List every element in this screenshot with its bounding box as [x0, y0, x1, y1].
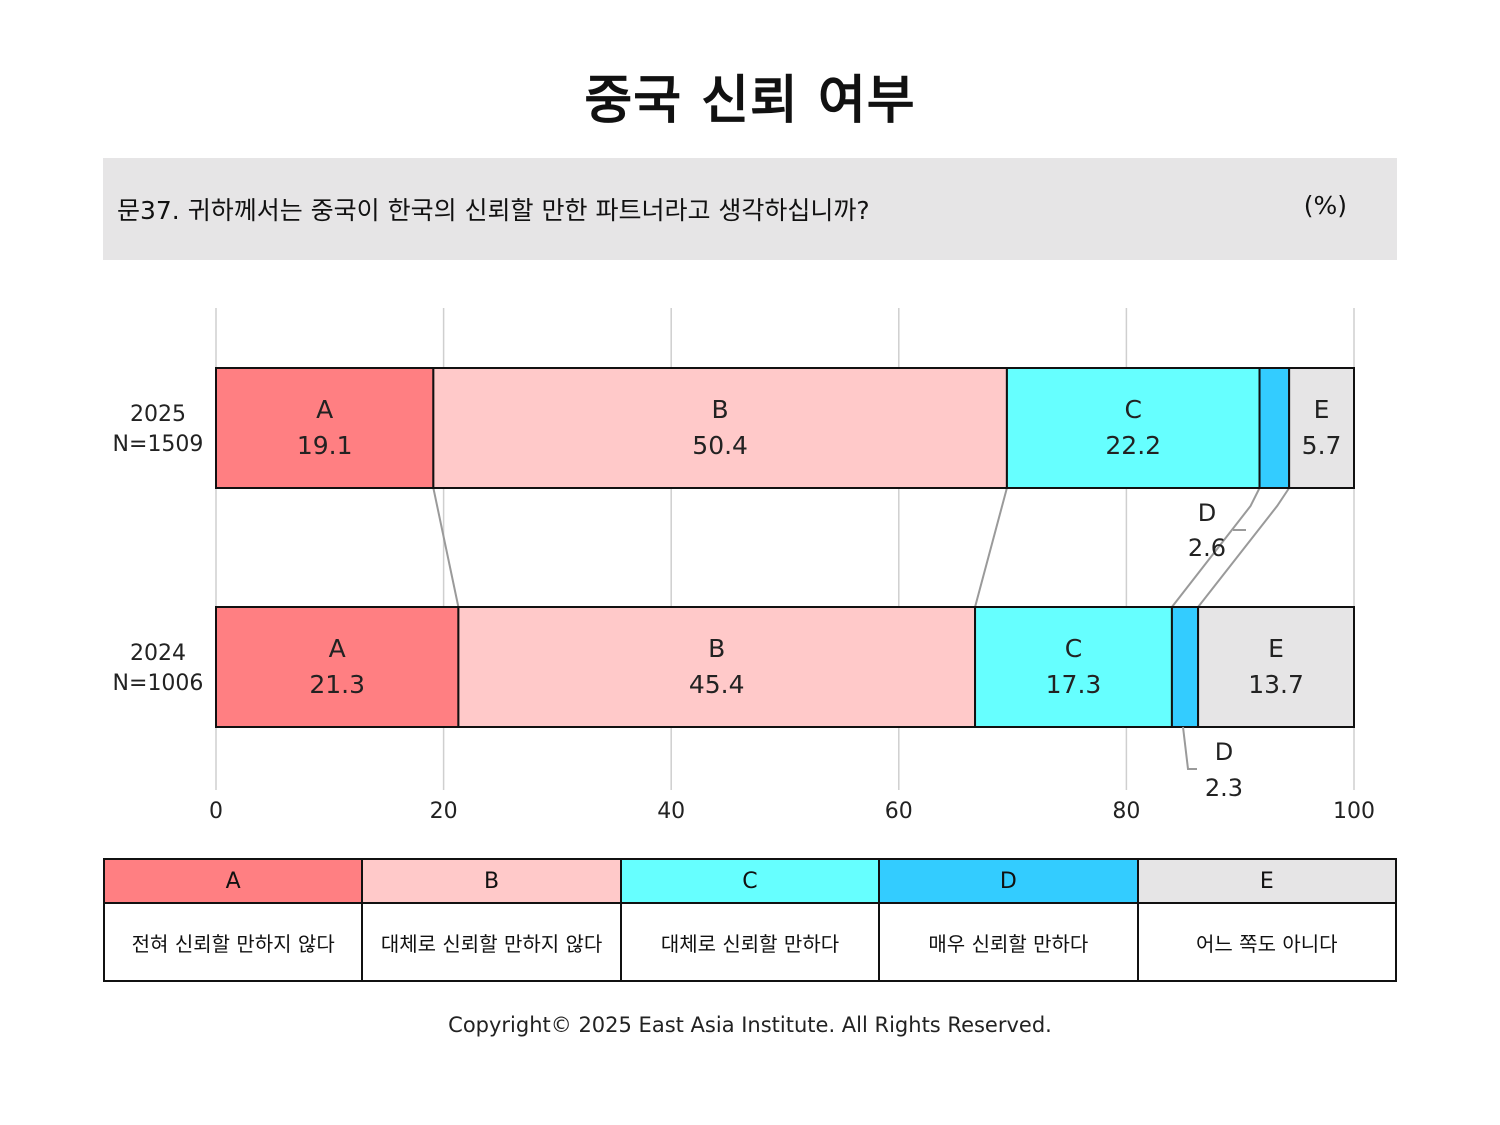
segment-letter: C: [1065, 634, 1082, 663]
legend-label-d: 매우 신뢰할 만하다: [878, 902, 1139, 982]
segment-letter: E: [1314, 395, 1330, 424]
connector-line: [1197, 487, 1290, 608]
callout-value: 2.3: [1205, 774, 1243, 802]
segment-value: 5.7: [1302, 431, 1342, 460]
bar-segment-c: [1005, 367, 1261, 489]
bar-segment-a: [215, 367, 435, 489]
connector-line: [432, 487, 460, 608]
callout-letter: D: [1215, 738, 1233, 766]
legend-label-a: 전혀 신뢰할 만하지 않다: [102, 902, 364, 982]
legend-label-e: 어느 쪽도 아니다: [1136, 902, 1398, 982]
connector-line: [974, 487, 1008, 608]
bar-segment-c: [974, 606, 1173, 728]
legend-key-a: A: [102, 858, 364, 904]
legend-key-c: C: [619, 858, 881, 904]
x-tick-label: 60: [885, 799, 913, 824]
row-label-n: N=1006: [113, 671, 204, 696]
callout-leader: [1182, 726, 1198, 770]
bar-segment-d: [1170, 606, 1200, 728]
legend-label-c: 대체로 신뢰할 만하다: [619, 902, 881, 982]
question-box: 문37. 귀하께서는 중국이 한국의 신뢰할 만한 파트너라고 생각하십니까? …: [103, 158, 1397, 260]
x-tick-label: 80: [1112, 799, 1140, 824]
legend-label-b: 대체로 신뢰할 만하지 않다: [361, 902, 622, 982]
row-label-year: 2024: [130, 641, 186, 666]
x-tick-label: 100: [1333, 799, 1375, 824]
callout-value: 2.6: [1188, 534, 1226, 562]
legend-key-e: E: [1136, 858, 1398, 904]
segment-value: 45.4: [689, 670, 745, 699]
bar-segment-e: [1288, 367, 1356, 489]
segment-value: 19.1: [297, 431, 353, 460]
segment-value: 17.3: [1046, 670, 1102, 699]
legend-key-d: D: [878, 858, 1139, 904]
bar-segment-a: [215, 606, 460, 728]
chart-title: 중국 신뢰 여부: [584, 71, 916, 131]
bar-segment-e: [1197, 606, 1355, 728]
legend-key-b: B: [361, 858, 622, 904]
unit-label: (%): [1303, 191, 1347, 220]
bar-segment-d: [1258, 367, 1291, 489]
connector-line: [1171, 487, 1261, 608]
x-tick-label: 20: [430, 799, 458, 824]
bar-segment-b: [457, 606, 977, 728]
segment-letter: B: [708, 634, 725, 663]
x-tick-label: 40: [657, 799, 685, 824]
copyright: Copyright© 2025 East Asia Institute. All…: [448, 1013, 1052, 1037]
segment-value: 22.2: [1105, 431, 1161, 460]
segment-value: 21.3: [309, 670, 365, 699]
legend-table: A B C D E 전혀 신뢰할 만하지 않다 대체로 신뢰할 만하지 않다 대…: [102, 858, 1398, 982]
segment-letter: E: [1268, 634, 1284, 663]
segment-letter: C: [1124, 395, 1141, 424]
row-label-year: 2025: [130, 402, 186, 427]
stacked-bar-chart: A 19.1 B 50.4 C 22.2 E 5.7 2025 N=1509 A 21.3 B 45.4 C…: [113, 308, 1375, 824]
segment-value: 13.7: [1248, 670, 1304, 699]
row-label-n: N=1509: [113, 432, 204, 457]
segment-letter: B: [712, 395, 729, 424]
segment-value: 50.4: [692, 431, 748, 460]
x-tick-label: 0: [209, 799, 223, 824]
segment-letter: A: [329, 634, 346, 663]
segment-letter: A: [316, 395, 333, 424]
callout-letter: D: [1198, 499, 1216, 527]
question-text: 문37. 귀하께서는 중국이 한국의 신뢰할 만한 파트너라고 생각하십니까?: [117, 196, 870, 225]
bar-segment-b: [432, 367, 1008, 489]
